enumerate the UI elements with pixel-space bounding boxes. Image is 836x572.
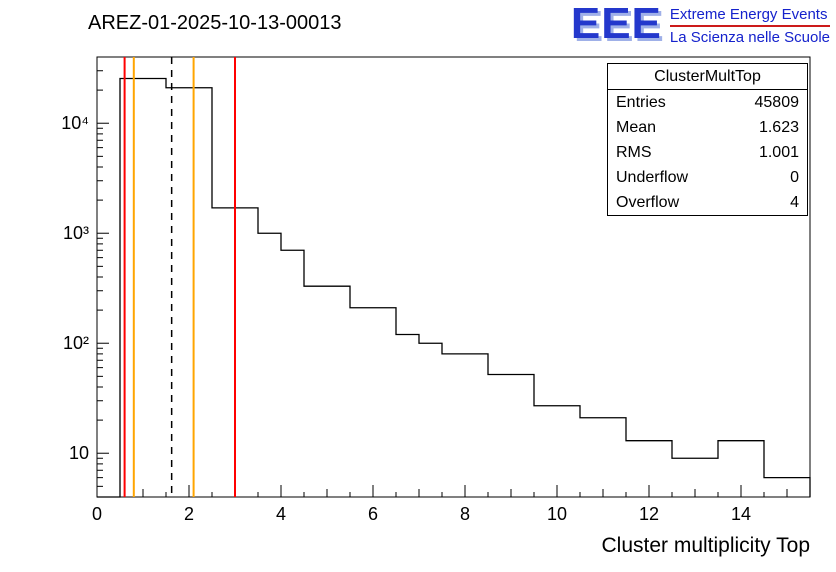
stats-row-value: 4	[790, 193, 799, 211]
eee-logo: EEE Extreme Energy Events La Scienza nel…	[570, 0, 830, 48]
x-tick-label: 8	[460, 504, 470, 524]
stats-row-label: Underflow	[616, 168, 689, 186]
x-tick-label: 14	[731, 504, 751, 524]
stats-row: RMS 1.001	[608, 140, 807, 165]
logo-divider	[669, 25, 830, 27]
stats-row-label: Overflow	[616, 193, 680, 211]
x-tick-label: 0	[92, 504, 102, 524]
stats-rows: Entries 45809 Mean 1.623 RMS 1.001 Underflow 0 O…	[608, 90, 807, 215]
stats-row-value: 45809	[754, 93, 800, 111]
y-tick-label: 10	[69, 443, 89, 463]
y-tick-label: 10²	[63, 333, 89, 353]
x-axis-title: Cluster multiplicity Top	[601, 534, 810, 557]
y-tick-label: 10³	[63, 223, 89, 243]
logo-line1: Extreme Energy Events	[669, 6, 828, 23]
stats-row-label: Mean	[616, 118, 657, 136]
stats-row-label: RMS	[616, 143, 652, 161]
y-tick-label: 10⁴	[61, 113, 89, 133]
stats-row: Overflow 4	[608, 190, 807, 215]
stats-row-value: 0	[790, 168, 799, 186]
histogram-line	[97, 77, 811, 498]
stats-row: Entries 45809	[608, 90, 807, 115]
stats-row: Underflow 0	[608, 165, 807, 190]
stats-row-value: 1.623	[758, 118, 799, 136]
x-tick-label: 12	[639, 504, 659, 524]
stats-row-value: 1.001	[758, 143, 799, 161]
plot-title: AREZ-01-2025-10-13-00013	[88, 12, 342, 34]
x-tick-label: 10	[547, 504, 567, 524]
stats-row-label: Entries	[616, 93, 666, 111]
stats-row: Mean 1.623	[608, 115, 807, 140]
x-tick-label: 2	[184, 504, 194, 524]
x-tick-label: 4	[276, 504, 286, 524]
eee-logo-text: Extreme Energy Events La Scienza nelle S…	[669, 4, 830, 46]
x-tick-label: 6	[368, 504, 378, 524]
stats-box: ClusterMultTop Entries 45809 Mean 1.623 RMS 1…	[607, 63, 808, 216]
eee-logo-letters: EEE	[570, 0, 662, 48]
logo-line2: La Scienza nelle Scuole	[669, 29, 830, 46]
stats-title: ClusterMultTop	[608, 64, 807, 90]
